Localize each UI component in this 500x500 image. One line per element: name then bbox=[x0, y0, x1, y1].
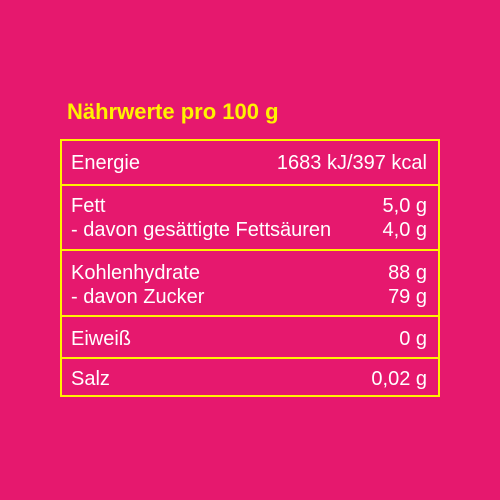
row-value: 88 g bbox=[388, 262, 427, 284]
nutrition-title: Nährwerte pro 100 g bbox=[67, 99, 279, 124]
row-value: 5,0 g bbox=[382, 195, 427, 217]
row-label: Salz bbox=[71, 368, 110, 390]
section-fat: Fett 5,0 g - davon gesättigte Fettsäuren… bbox=[62, 184, 438, 249]
row-value: 0,02 g bbox=[371, 368, 427, 390]
row-value: 79 g bbox=[388, 286, 427, 308]
row-salt: Salz 0,02 g bbox=[71, 366, 427, 392]
section-salt: Salz 0,02 g bbox=[62, 357, 438, 395]
row-fat: Fett 5,0 g bbox=[71, 193, 427, 219]
section-carbs: Kohlenhydrate 88 g - davon Zucker 79 g bbox=[62, 249, 438, 315]
row-protein: Eiweiß 0 g bbox=[71, 326, 427, 352]
row-label: Kohlenhydrate bbox=[71, 262, 200, 284]
row-sugar: - davon Zucker 79 g bbox=[71, 284, 427, 310]
row-carbohydrates: Kohlenhydrate 88 g bbox=[71, 260, 427, 286]
row-saturated-fat: - davon gesättigte Fettsäuren 4,0 g bbox=[71, 217, 427, 243]
row-energy: Energie 1683 kJ/397 kcal bbox=[71, 150, 427, 176]
row-value: 1683 kJ/397 kcal bbox=[276, 152, 427, 174]
row-label: Fett bbox=[71, 195, 106, 217]
section-protein: Eiweiß 0 g bbox=[62, 315, 438, 357]
section-energy: Energie 1683 kJ/397 kcal bbox=[62, 141, 438, 184]
row-value: 4,0 g bbox=[382, 219, 427, 241]
row-value: 0 g bbox=[399, 328, 427, 350]
row-label: - davon Zucker bbox=[71, 286, 205, 308]
row-label: Energie bbox=[71, 152, 140, 174]
row-label: - davon gesättigte Fettsäuren bbox=[71, 219, 332, 241]
nutrition-table: Energie 1683 kJ/397 kcal Fett 5,0 g - da… bbox=[60, 139, 440, 397]
row-label: Eiweiß bbox=[71, 328, 132, 350]
